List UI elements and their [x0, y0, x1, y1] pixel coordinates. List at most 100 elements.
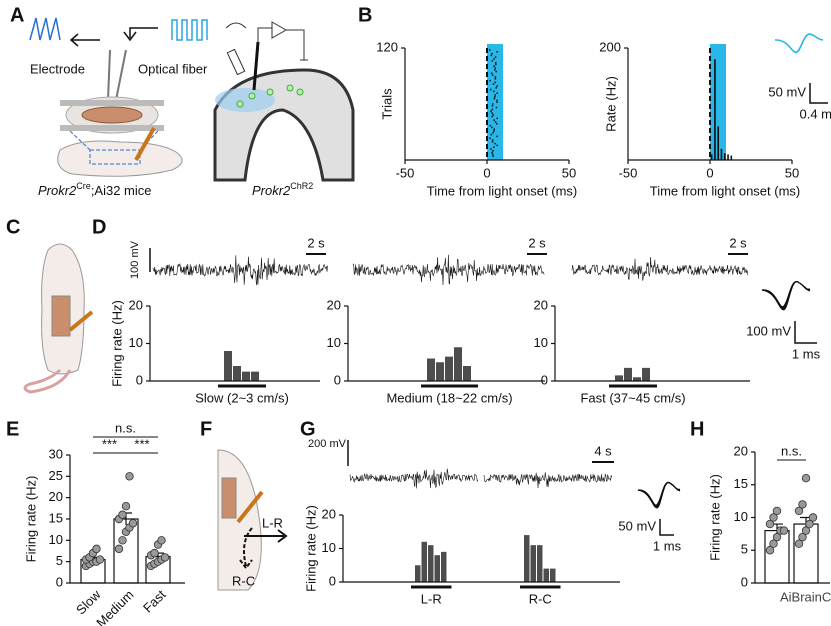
x-tick-label: 0: [706, 165, 713, 180]
y-tick-label: 30: [49, 446, 63, 461]
data-point: [769, 513, 778, 522]
group-label: L-R: [421, 591, 442, 606]
psth-bar: [730, 155, 733, 160]
data-point: [157, 536, 166, 545]
panel-letter: E: [6, 418, 19, 440]
y-tick-label: 0: [541, 372, 548, 387]
data-point: [92, 544, 101, 554]
hist-bar: [415, 565, 421, 582]
data-point: [808, 513, 818, 522]
y-axis-label: Rate (Hz): [603, 76, 618, 132]
stimulus-drawing: [217, 449, 288, 591]
watermark: AiBrainC: [780, 589, 831, 604]
hist-bar: [441, 551, 447, 582]
hist-bar: [543, 568, 549, 582]
y-tick-label: 0: [741, 574, 748, 589]
scale-bar: [794, 321, 817, 344]
scale-label: 2 s: [729, 235, 747, 250]
scale-label: 2 s: [307, 235, 325, 250]
data-point: [798, 532, 807, 542]
data-point: [125, 472, 134, 481]
scale-bar: [809, 83, 828, 104]
trace: [571, 256, 749, 281]
data-point: [118, 510, 127, 519]
panel-letter: F: [200, 418, 212, 440]
y-tick-label: 15: [49, 510, 63, 525]
y-tick-label: 10: [327, 335, 341, 350]
scale-label: 1 ms: [792, 346, 821, 361]
y-tick-label: 10: [734, 509, 748, 524]
y-tick-label: 20: [129, 297, 143, 312]
x-axis-label: Slow (2~3 cm/s): [195, 390, 289, 405]
data-point: [121, 502, 131, 511]
y-tick-label: 5: [741, 542, 748, 557]
rest: ;Ai32 mice: [91, 183, 152, 198]
hist-bar: [537, 545, 543, 582]
y-tick-label: 25: [49, 468, 63, 483]
significance-label: n.s.: [781, 443, 802, 458]
y-tick-label: 10: [129, 335, 143, 350]
x-tick-label: 0: [483, 165, 490, 180]
hist-bar: [524, 535, 530, 582]
group-label: R-C: [529, 591, 552, 606]
trace: [349, 468, 479, 489]
hist-bar: [428, 545, 434, 582]
waveform: [774, 33, 824, 54]
light-window: [487, 44, 503, 160]
psth-bar: [720, 148, 723, 160]
trace: [483, 472, 613, 489]
y-axis-label: Firing rate (Hz): [707, 474, 722, 561]
label: Optical fiber: [138, 61, 208, 76]
y-tick-label: 120: [376, 39, 398, 54]
data-point: [805, 519, 814, 529]
data-point: [794, 539, 804, 548]
trace: [352, 254, 545, 286]
significance-label: ***: [134, 436, 149, 451]
scale-label: 0.4 ms: [799, 106, 831, 121]
panel-letter: C: [6, 216, 20, 238]
hist-bar: [242, 371, 250, 381]
hist-bar: [427, 358, 435, 381]
x-tick-label: -50: [619, 165, 638, 180]
scale-bar: [659, 519, 674, 536]
scale-label: 50 mV: [618, 518, 656, 533]
data-point: [801, 526, 811, 535]
y-axis-label: Firing rate (Hz): [23, 476, 38, 563]
y-tick-label: 200: [599, 39, 621, 54]
significance-label: ***: [102, 436, 117, 451]
y-tick-label: 20: [327, 297, 341, 312]
data-point: [772, 532, 782, 542]
data-point: [160, 553, 170, 562]
y-tick-label: 10: [49, 532, 63, 547]
y-tick-label: 5: [56, 553, 63, 568]
y-tick-label: 10: [322, 540, 336, 555]
arrow-label: L-R: [262, 515, 283, 530]
light-window: [710, 44, 726, 160]
panel-letter: A: [10, 4, 24, 26]
y-tick-label: 0: [136, 372, 143, 387]
hist-bar: [550, 568, 556, 582]
hist-bar: [633, 377, 641, 381]
data-point: [772, 506, 782, 516]
hist-bar: [436, 362, 444, 381]
hist-bar: [445, 356, 453, 381]
setup-drawing: [29, 17, 208, 177]
panel-letter: D: [92, 216, 106, 238]
data-point: [118, 536, 127, 545]
mouse-label: Prokr2Cre;Ai32 mice: [38, 181, 152, 198]
x-axis-label: Fast (37~45 cm/s): [580, 390, 685, 405]
waveform: [761, 281, 811, 310]
hist-bar: [642, 367, 650, 381]
panel-letter: B: [358, 4, 372, 26]
y-axis-label: Trials: [379, 88, 394, 120]
data-point: [794, 506, 804, 516]
scale-label: 2 s: [528, 235, 546, 250]
hist-bar: [454, 347, 462, 381]
data-point: [114, 544, 124, 554]
data-point: [779, 526, 789, 535]
data-point: [765, 546, 775, 555]
hist-bar: [615, 375, 623, 381]
scale-label: 4 s: [594, 443, 612, 458]
waveform: [637, 482, 681, 509]
